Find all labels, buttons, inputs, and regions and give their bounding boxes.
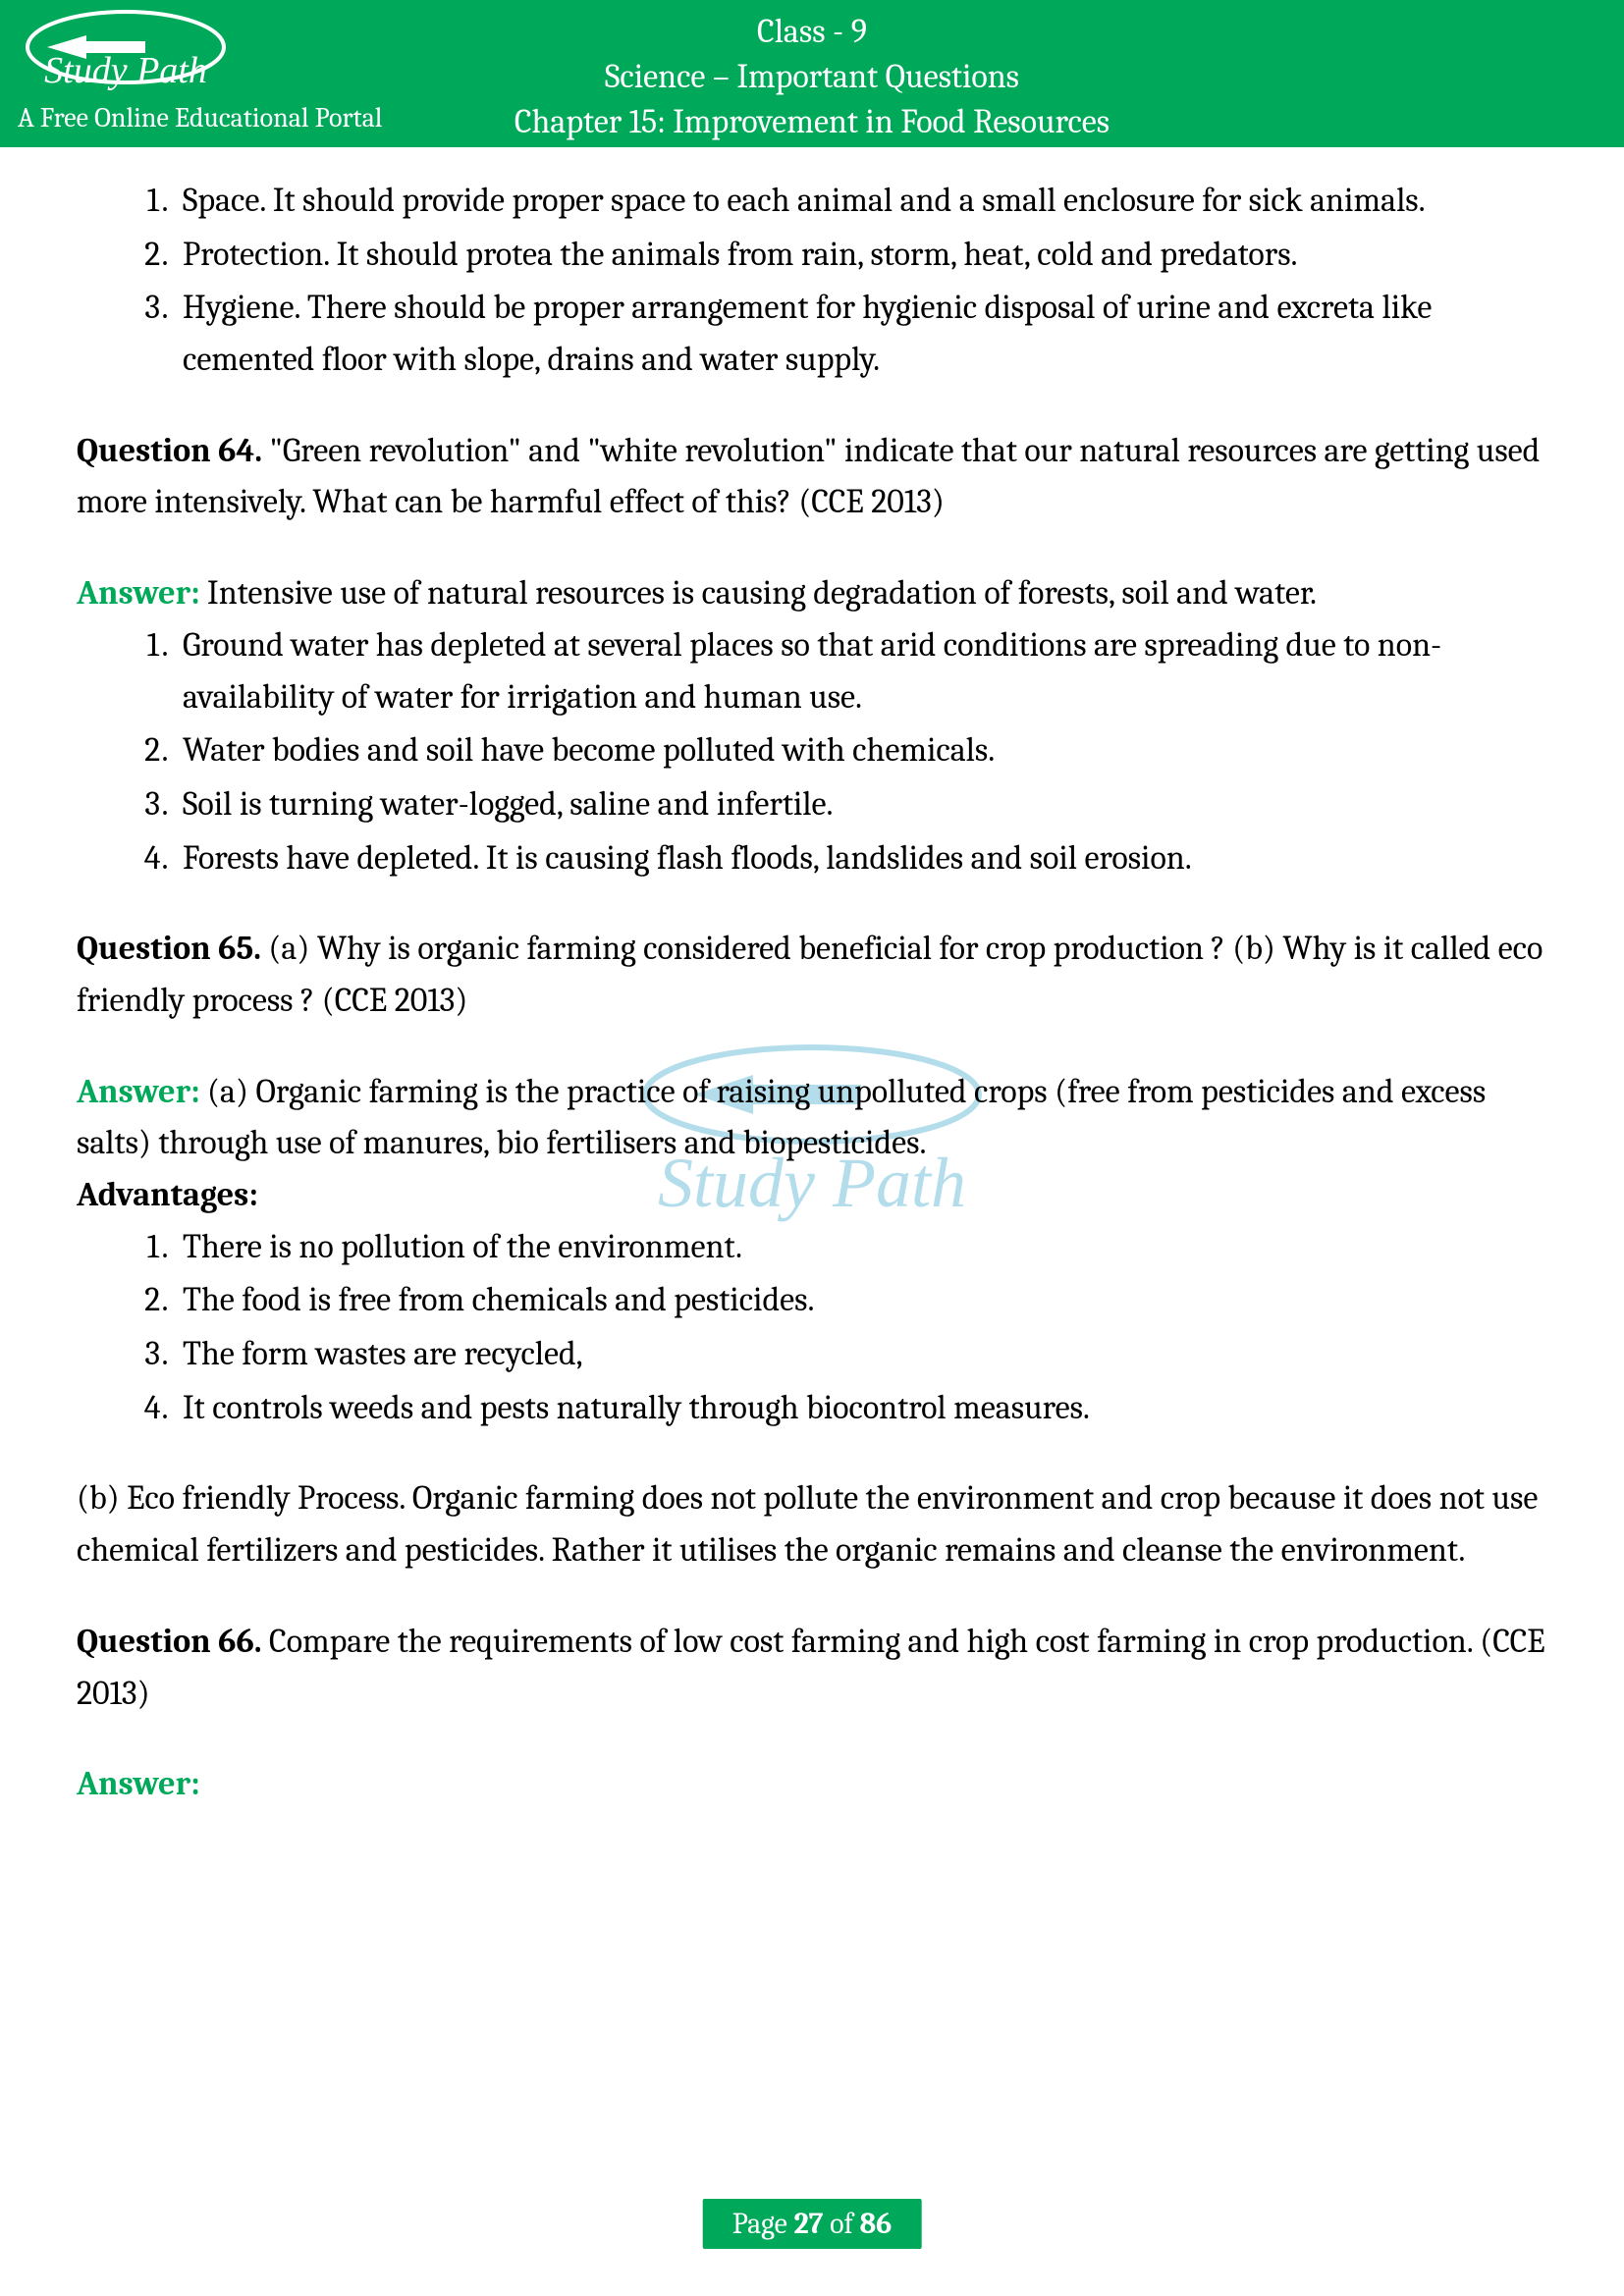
advantages-heading: Advantages: (77, 1169, 1547, 1221)
list-item: The food is free from chemicals and pest… (175, 1274, 1547, 1326)
answer-66: Answer: (77, 1758, 1547, 1810)
answer-text: Intensive use of natural resources is ca… (200, 573, 1317, 613)
footer-total-pages: 86 (859, 2207, 892, 2241)
question-text: Compare the requirements of low cost far… (77, 1622, 1545, 1713)
question-text: (a) Why is organic farming considered be… (77, 929, 1543, 1020)
answer-65-a: Answer: (a) Organic farming is the pract… (77, 1066, 1547, 1169)
page-footer: Page 27 of 86 (703, 2199, 922, 2249)
answer-65-b: (b) Eco friendly Process. Organic farmin… (77, 1472, 1547, 1575)
question-label: Question 66. (77, 1622, 262, 1661)
list-item: Soil is turning water-logged, saline and… (175, 778, 1547, 830)
answer-label: Answer: (77, 1764, 200, 1803)
footer-middle: of (823, 2207, 859, 2241)
list-item: Hygiene. There should be proper arrangem… (175, 282, 1547, 385)
list-item: Ground water has depleted at several pla… (175, 619, 1547, 722)
footer-current-page: 27 (793, 2207, 823, 2241)
question-65: Question 65. (a) Why is organic farming … (77, 923, 1547, 1026)
list-item: It controls weeds and pests naturally th… (175, 1382, 1547, 1434)
list-item: Water bodies and soil have become pollut… (175, 724, 1547, 776)
page-header: Study Path A Free Online Educational Por… (0, 0, 1624, 147)
list-item: The form wastes are recycled, (175, 1328, 1547, 1380)
list-item: Forests have depleted. It is causing fla… (175, 832, 1547, 884)
question-label: Question 65. (77, 929, 261, 968)
list-item: Space. It should provide proper space to… (175, 175, 1547, 227)
logo-block: Study Path A Free Online Educational Por… (18, 6, 382, 133)
page-content: Space. It should provide proper space to… (0, 147, 1624, 1810)
answer-64-list: Ground water has depleted at several pla… (77, 619, 1547, 883)
footer-prefix: Page (732, 2207, 794, 2241)
answer-label: Answer: (77, 1072, 200, 1111)
svg-text:Study Path: Study Path (44, 50, 207, 91)
advantages-label: Advantages: (77, 1175, 258, 1214)
top-ordered-list: Space. It should provide proper space to… (77, 175, 1547, 386)
list-item: Protection. It should protea the animals… (175, 229, 1547, 281)
logo-icon: Study Path (18, 6, 234, 100)
list-item: There is no pollution of the environment… (175, 1221, 1547, 1273)
advantages-list: There is no pollution of the environment… (77, 1221, 1547, 1434)
question-text: "Green revolution" and "white revolution… (77, 431, 1540, 522)
logo-tagline: A Free Online Educational Portal (18, 102, 382, 133)
answer-label: Answer: (77, 573, 200, 613)
question-64: Question 64. "Green revolution" and "whi… (77, 425, 1547, 528)
answer-text: (a) Organic farming is the practice of r… (77, 1072, 1486, 1163)
question-label: Question 64. (77, 431, 262, 470)
answer-64-intro: Answer: Intensive use of natural resourc… (77, 567, 1547, 619)
question-66: Question 66. Compare the requirements of… (77, 1616, 1547, 1719)
